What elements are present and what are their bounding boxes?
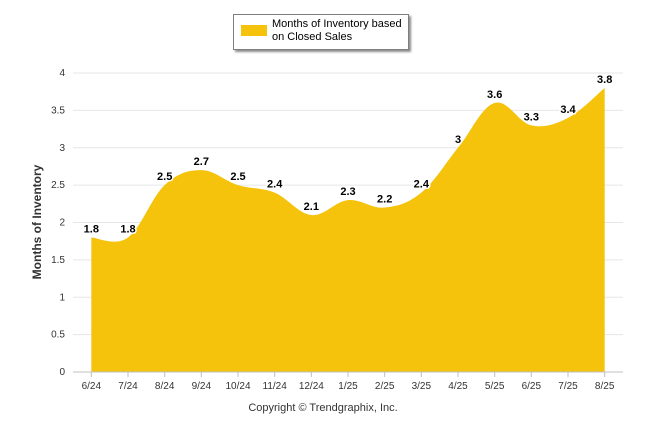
x-tick-label: 6/25 [522,381,542,392]
y-tick-label: 4 [59,68,65,79]
chart-legend: Months of Inventory based on Closed Sale… [233,14,409,50]
y-tick-label: 2 [59,218,65,229]
data-label: 2.5 [157,171,172,183]
x-tick-label: 8/24 [155,381,175,392]
data-label-halo: 2.3 [340,186,355,198]
y-tick-label: 1 [59,292,65,303]
data-label-halo: 1.8 [84,223,99,235]
y-axis-title: Months of Inventory [30,164,44,280]
data-label: 2.1 [304,201,319,213]
x-tick-label: 7/24 [118,381,138,392]
data-label: 2.3 [340,186,355,198]
x-tick-label: 11/24 [263,381,288,392]
x-tick-label: 8/25 [595,381,615,392]
x-tick-label: 2/25 [375,381,395,392]
x-tick-label: 4/25 [448,381,468,392]
y-tick-label: 1.5 [51,255,65,266]
x-tick-label: 10/24 [225,381,250,392]
y-tick-label: 3 [59,143,65,154]
data-label-halo: 2.5 [157,171,172,183]
x-tick-label: 5/25 [485,381,505,392]
data-label-halo: 3.6 [487,89,502,101]
data-label: 2.7 [194,156,209,168]
data-label: 1.8 [84,223,99,235]
data-label-halo: 3.8 [597,74,612,86]
data-label: 2.5 [230,171,245,183]
copyright-text: Copyright © Trendgraphix, Inc. [248,402,398,414]
data-label-halo: 2.4 [414,179,430,191]
x-tick-label: 9/24 [192,381,212,392]
legend-swatch [241,25,267,36]
x-tick-label: 7/25 [558,381,578,392]
data-label: 2.4 [267,179,283,191]
data-label-halo: 1.8 [120,223,135,235]
data-label-halo: 2.2 [377,194,392,206]
data-label-halo: 2.4 [267,179,283,191]
data-label: 1.8 [120,223,135,235]
data-label: 2.4 [414,179,430,191]
data-label: 3 [455,134,461,146]
x-tick-label: 3/25 [412,381,432,392]
x-tick-label: 12/24 [299,381,324,392]
x-tick-label: 6/24 [82,381,102,392]
series-area [91,87,605,372]
data-label-halo: 2.1 [304,201,319,213]
y-tick-label: 0 [59,367,65,378]
y-tick-label: 3.5 [51,105,65,116]
data-label: 3.8 [597,74,612,86]
data-label-halo: 3.3 [524,111,539,123]
data-label-halo: 3.4 [560,104,576,116]
legend-label: Months of Inventory based on Closed Sale… [272,18,402,43]
data-label-halo: 2.7 [194,156,209,168]
y-tick-label: 0.5 [51,330,65,341]
data-label: 2.2 [377,194,392,206]
data-label-halo: 3 [455,134,461,146]
data-label-halo: 2.5 [230,171,245,183]
x-tick-label: 1/25 [338,381,358,392]
data-label: 3.6 [487,89,502,101]
data-label: 3.4 [560,104,576,116]
data-label: 3.3 [524,111,539,123]
y-tick-label: 2.5 [51,180,65,191]
